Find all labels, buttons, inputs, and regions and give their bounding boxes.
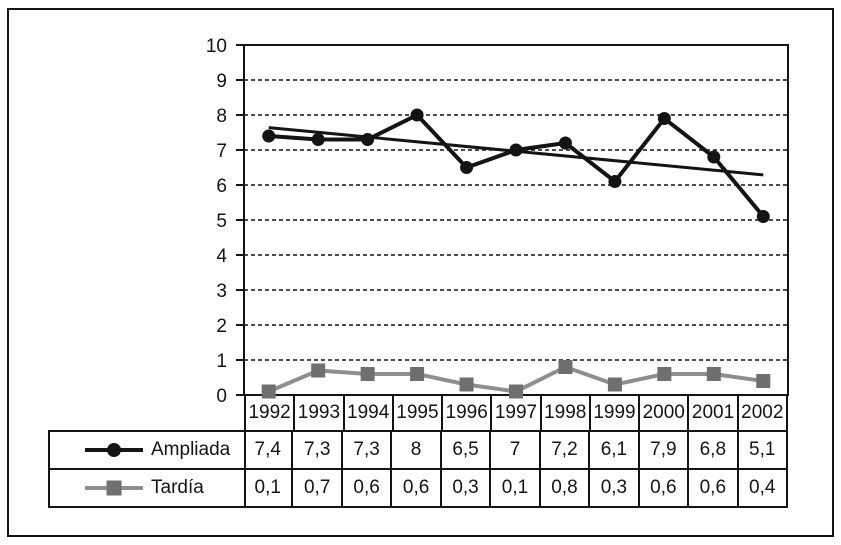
ampliada-series-icon — [85, 443, 143, 457]
tardia-series-icon — [85, 480, 143, 496]
year-cell: 2001 — [689, 395, 739, 430]
year-cell: 1993 — [295, 395, 345, 430]
value-cell: 0,1 — [244, 470, 294, 506]
value-cell: 0,6 — [392, 470, 442, 506]
year-cell: 2002 — [739, 395, 788, 430]
value-cell: 0,6 — [640, 470, 690, 506]
value-cell: 8 — [392, 432, 442, 468]
table-row-tardia: 0,1 0,7 0,6 0,6 0,3 0,1 0,8 0,3 0,6 0,6 0,4 — [244, 470, 788, 508]
value-cell: 0,6 — [343, 470, 393, 506]
value-cell: 0,3 — [590, 470, 640, 506]
value-cell: 7,9 — [640, 432, 690, 468]
value-cell: 0,7 — [293, 470, 343, 506]
legend-item-ampliada: Ampliada — [50, 432, 244, 470]
year-cell: 1999 — [591, 395, 641, 430]
value-cell: 7,4 — [244, 432, 294, 468]
value-cell: 7,3 — [293, 432, 343, 468]
table-row-ampliada: 7,4 7,3 7,3 8 6,5 7 7,2 6,1 7,9 6,8 5,1 — [244, 432, 788, 470]
value-cell: 0,4 — [739, 470, 788, 506]
legend-label-tardia: Tardía — [151, 477, 204, 498]
value-cell: 0,1 — [491, 470, 541, 506]
value-cell: 7,2 — [541, 432, 591, 468]
value-cell: 0,8 — [541, 470, 591, 506]
legend-box: Ampliada Tardía — [48, 430, 246, 508]
value-cell: 5,1 — [739, 432, 788, 468]
year-cell: 1994 — [345, 395, 394, 430]
value-cell: 0,3 — [442, 470, 492, 506]
year-cell: 1997 — [492, 395, 542, 430]
value-cell: 7,3 — [343, 432, 393, 468]
value-cell: 6,1 — [590, 432, 640, 468]
year-cell: 1995 — [394, 395, 444, 430]
value-cell: 6,8 — [689, 432, 739, 468]
legend-label-ampliada: Ampliada — [151, 439, 231, 460]
year-cell: 1996 — [443, 395, 493, 430]
value-cell: 0,6 — [689, 470, 739, 506]
legend-item-tardia: Tardía — [50, 470, 244, 506]
value-cell: 6,5 — [442, 432, 492, 468]
year-cell: 2000 — [640, 395, 690, 430]
year-cell: 1992 — [246, 395, 296, 430]
value-cell: 7 — [491, 432, 541, 468]
table-year-header-row: 1992 1993 1994 1995 1996 1997 1998 1999 2000 2001… — [244, 395, 788, 432]
year-cell: 1998 — [542, 395, 591, 430]
